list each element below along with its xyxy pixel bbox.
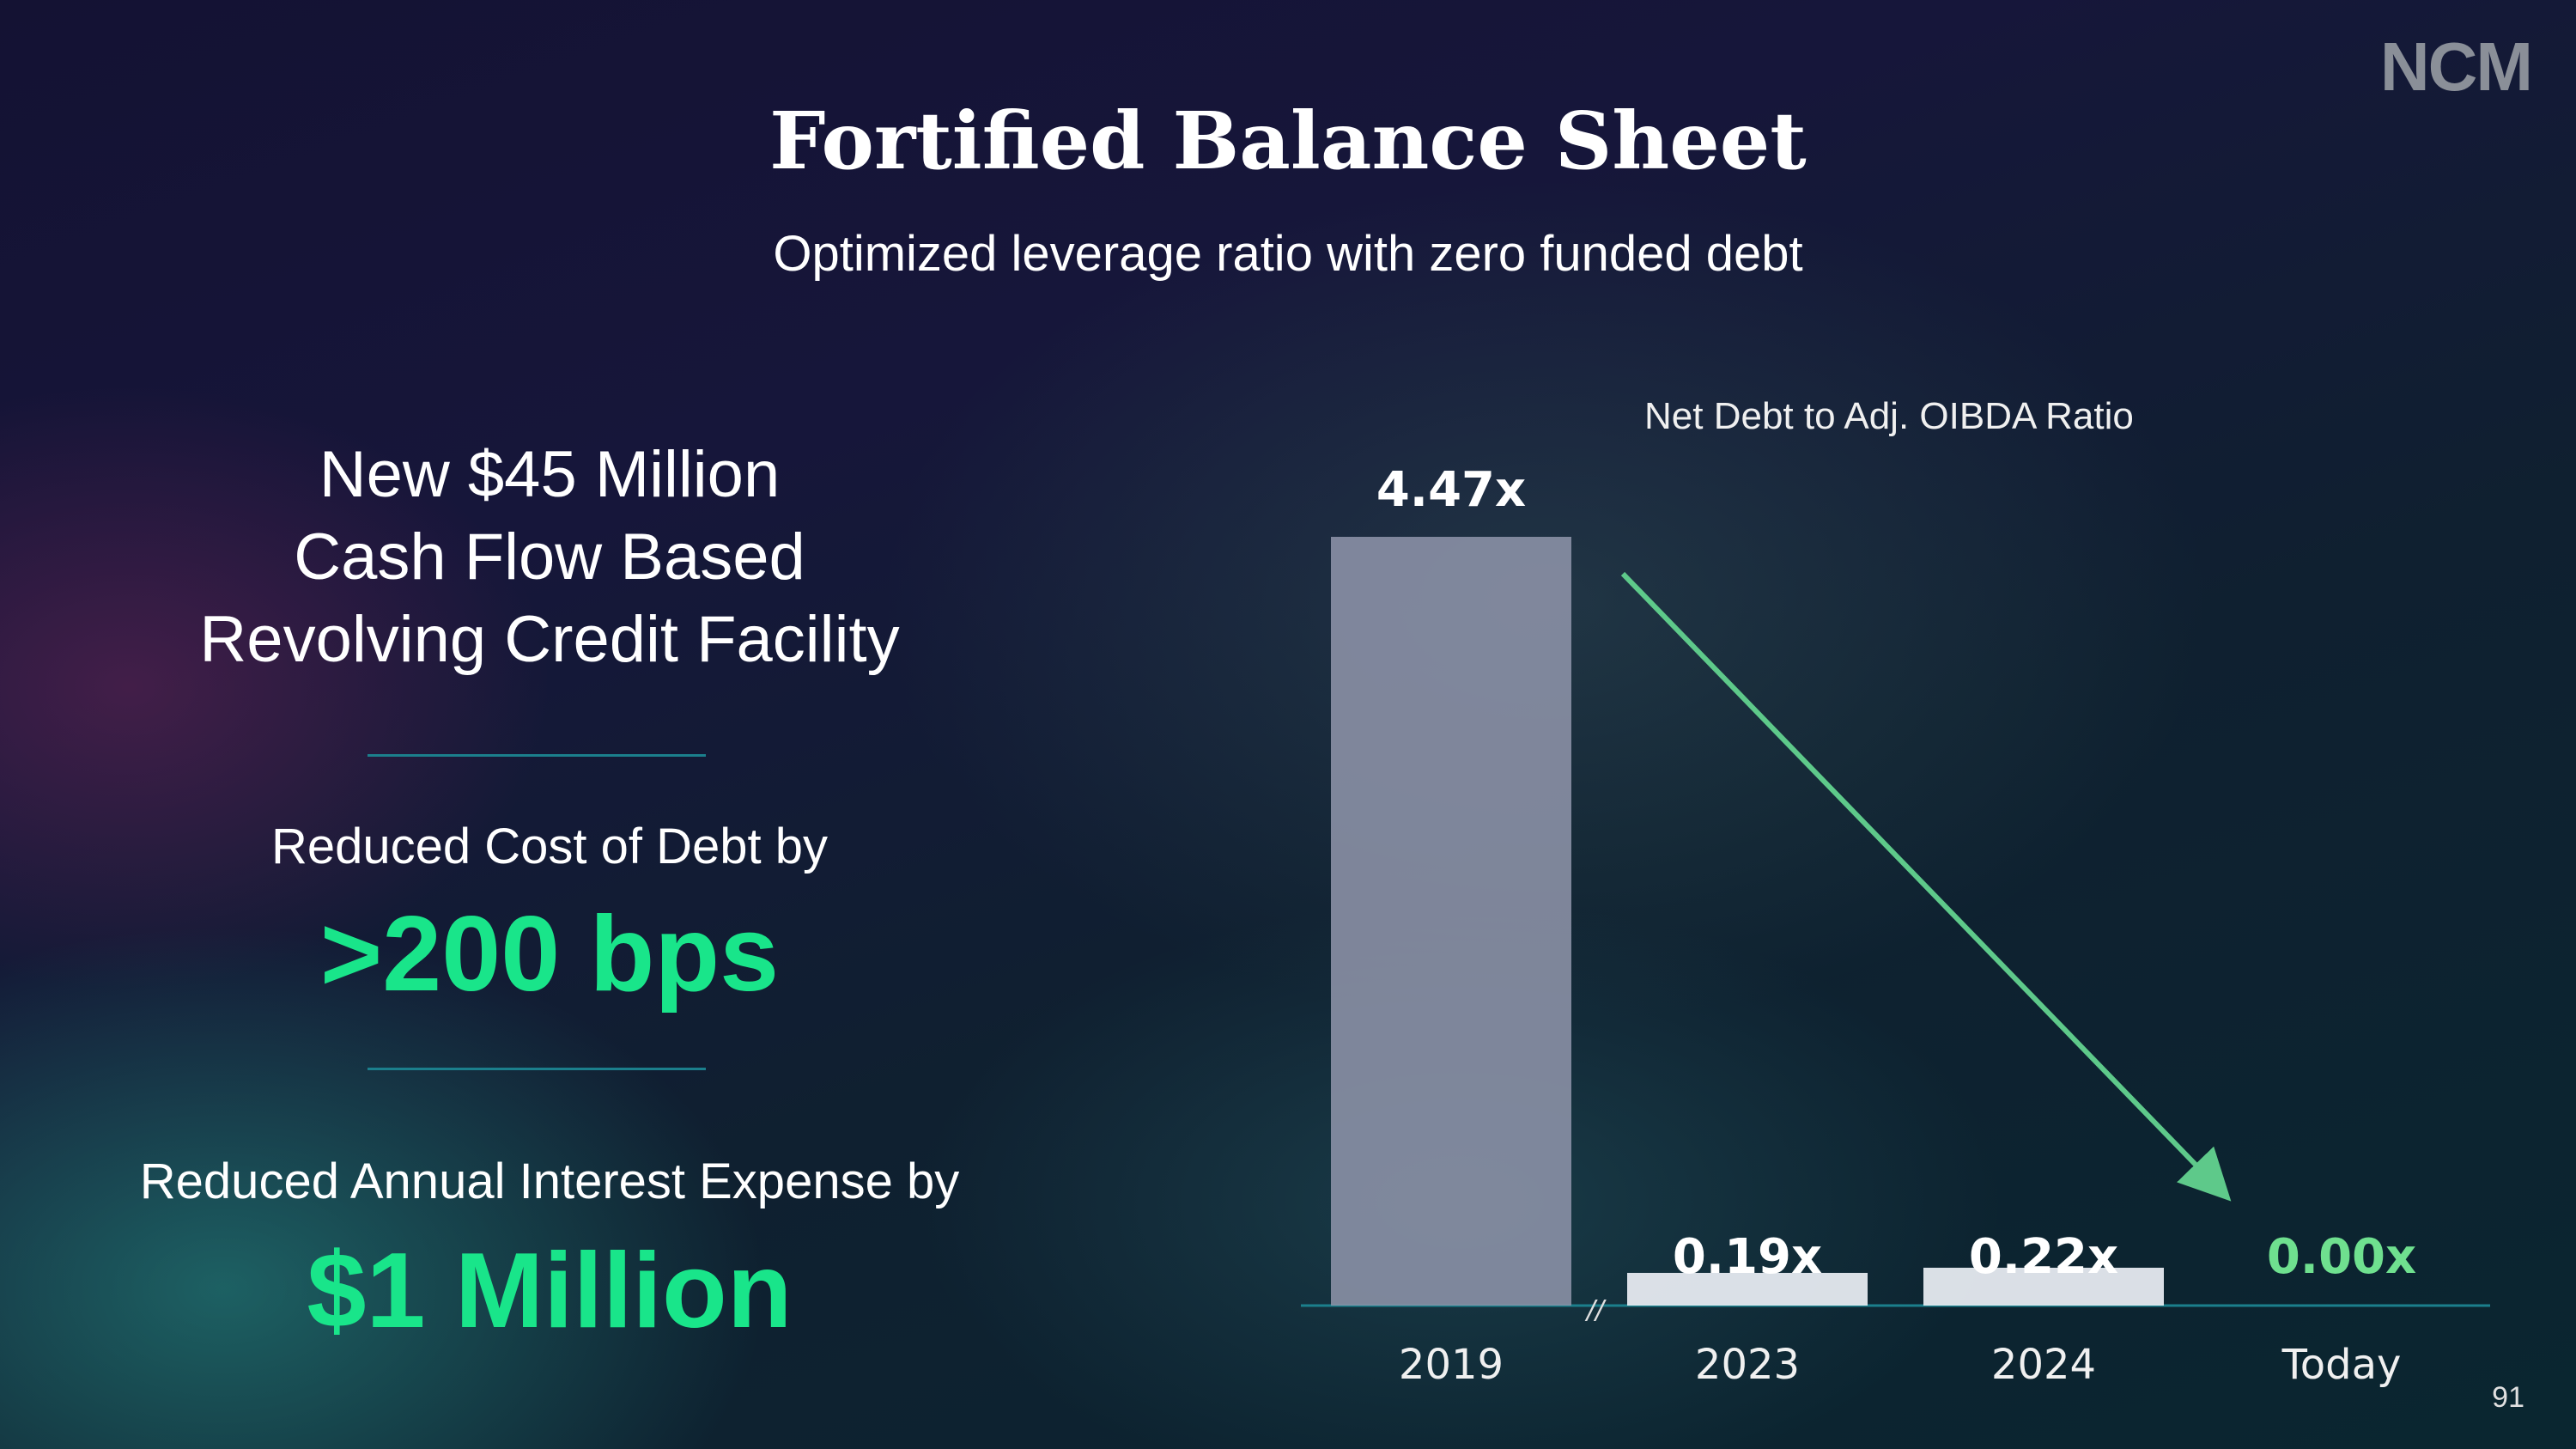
facility-line: Revolving Credit Facility	[199, 603, 900, 676]
credit-facility-text: New $45 Million Cash Flow Based Revolvin…	[77, 434, 1022, 681]
tick-label-2023: 2023	[1695, 1341, 1800, 1389]
data-label-2019: 4.47x	[1376, 462, 1526, 518]
page-subtitle: Optimized leverage ratio with zero funde…	[773, 226, 1803, 282]
axis-break-marker: //	[1584, 1295, 1607, 1325]
interest-expense-value: $1 Million	[307, 1232, 793, 1350]
bar-2019	[1331, 537, 1571, 1306]
page-number: 91	[2492, 1381, 2524, 1414]
interest-expense-label: Reduced Annual Interest Expense by	[139, 1154, 960, 1209]
ncm-logo: NCM	[2379, 28, 2533, 105]
facility-line: New $45 Million	[319, 438, 781, 511]
chart-title: Net Debt to Adj. OIBDA Ratio	[1644, 395, 2134, 437]
tick-label-2024: 2024	[1991, 1341, 2096, 1389]
facility-line: Cash Flow Based	[294, 521, 805, 594]
data-label-2024: 0.22x	[1969, 1229, 2118, 1285]
tick-label-Today: Today	[2281, 1341, 2402, 1389]
cost-of-debt-label: Reduced Cost of Debt by	[270, 819, 829, 874]
trend-arrow	[1620, 571, 2232, 1202]
divider-line	[368, 754, 706, 757]
page-title: Fortified Balance Sheet	[769, 94, 1807, 187]
data-label-Today: 0.00x	[2267, 1229, 2416, 1285]
tick-label-2019: 2019	[1399, 1341, 1504, 1389]
divider-line	[368, 1068, 706, 1070]
cost-of-debt-value: >200 bps	[319, 895, 780, 1014]
bar-2023	[1627, 1272, 1868, 1306]
bar-2024	[1923, 1267, 2164, 1306]
data-label-2023: 0.19x	[1673, 1229, 1822, 1285]
